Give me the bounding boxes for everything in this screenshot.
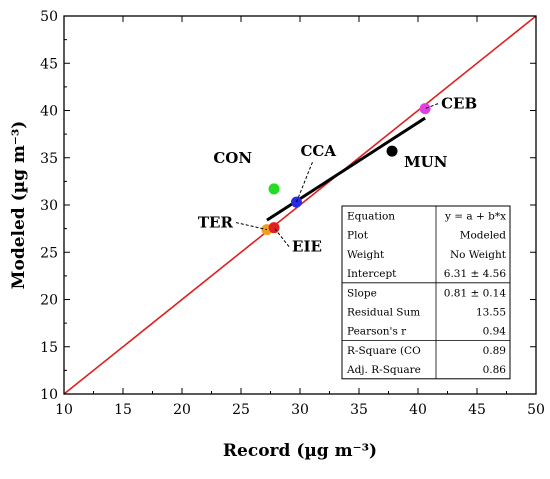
x-tick-label: 20 [173,402,191,418]
fit-table-value: 0.89 [483,345,506,357]
fit-table-value: y = a + b*x [444,211,506,223]
x-tick-label: 30 [291,402,309,418]
fit-table-label: Equation [347,211,395,223]
fit-table-label: Slope [347,287,377,299]
data-point-con [268,183,280,195]
label-leader-cca [295,161,313,203]
fit-table-label: Residual Sum [347,307,420,319]
fit-table-value: 6.31 ± 4.56 [444,268,507,280]
data-point-label: CCA [300,142,336,160]
y-tick-label: 45 [40,56,58,72]
data-point-mun [386,145,398,157]
y-tick-label: 50 [40,9,58,25]
fit-table-value: No Weight [450,249,507,261]
data-point-label: TER [198,214,234,232]
fit-table-value: 13.55 [476,307,506,319]
data-point-label: MUN [404,153,448,171]
label-leader-ter [235,222,268,231]
data-point-label: CEB [441,95,477,113]
y-tick-label: 40 [40,104,58,120]
x-tick-label: 45 [468,402,486,418]
fit-table-frame [341,205,511,380]
fit-table-label: Weight [347,249,385,261]
y-tick-label: 20 [40,293,58,309]
x-tick-label: 40 [409,402,427,418]
label-leader-ceb [424,103,439,110]
data-point-label: EIE [292,238,322,256]
fit-table-label: Pearson's r [347,326,407,338]
x-tick-label: 35 [350,402,368,418]
x-tick-label: 10 [55,402,73,418]
fit-table-label: Plot [347,230,369,242]
fit-table-value: Modeled [460,230,507,242]
fit-line [266,116,426,222]
fit-table-label: Intercept [347,268,397,280]
y-tick-label: 10 [40,387,58,403]
label-leader-eie [273,227,290,247]
fit-table-label: Adj. R-Square [346,364,421,376]
fit-table-label: R-Square (CO [347,345,421,357]
x-axis-title: Record (µg m⁻³) [223,441,377,461]
data-point-label: CON [213,149,252,167]
y-axis-title: Modeled (µg m⁻³) [9,121,29,290]
y-tick-label: 30 [40,198,58,214]
data-point-cca [290,196,302,208]
fit-table-value: 0.81 ± 0.14 [444,287,507,299]
fit-table-value: 0.94 [483,326,507,338]
y-tick-label: 35 [40,151,58,167]
x-tick-label: 50 [527,402,545,418]
x-tick-label: 25 [232,402,250,418]
y-tick-label: 25 [40,245,58,261]
x-tick-label: 15 [114,402,132,418]
y-tick-label: 15 [40,340,58,356]
fit-table-value: 0.86 [483,364,507,376]
data-point-ceb [419,103,431,115]
